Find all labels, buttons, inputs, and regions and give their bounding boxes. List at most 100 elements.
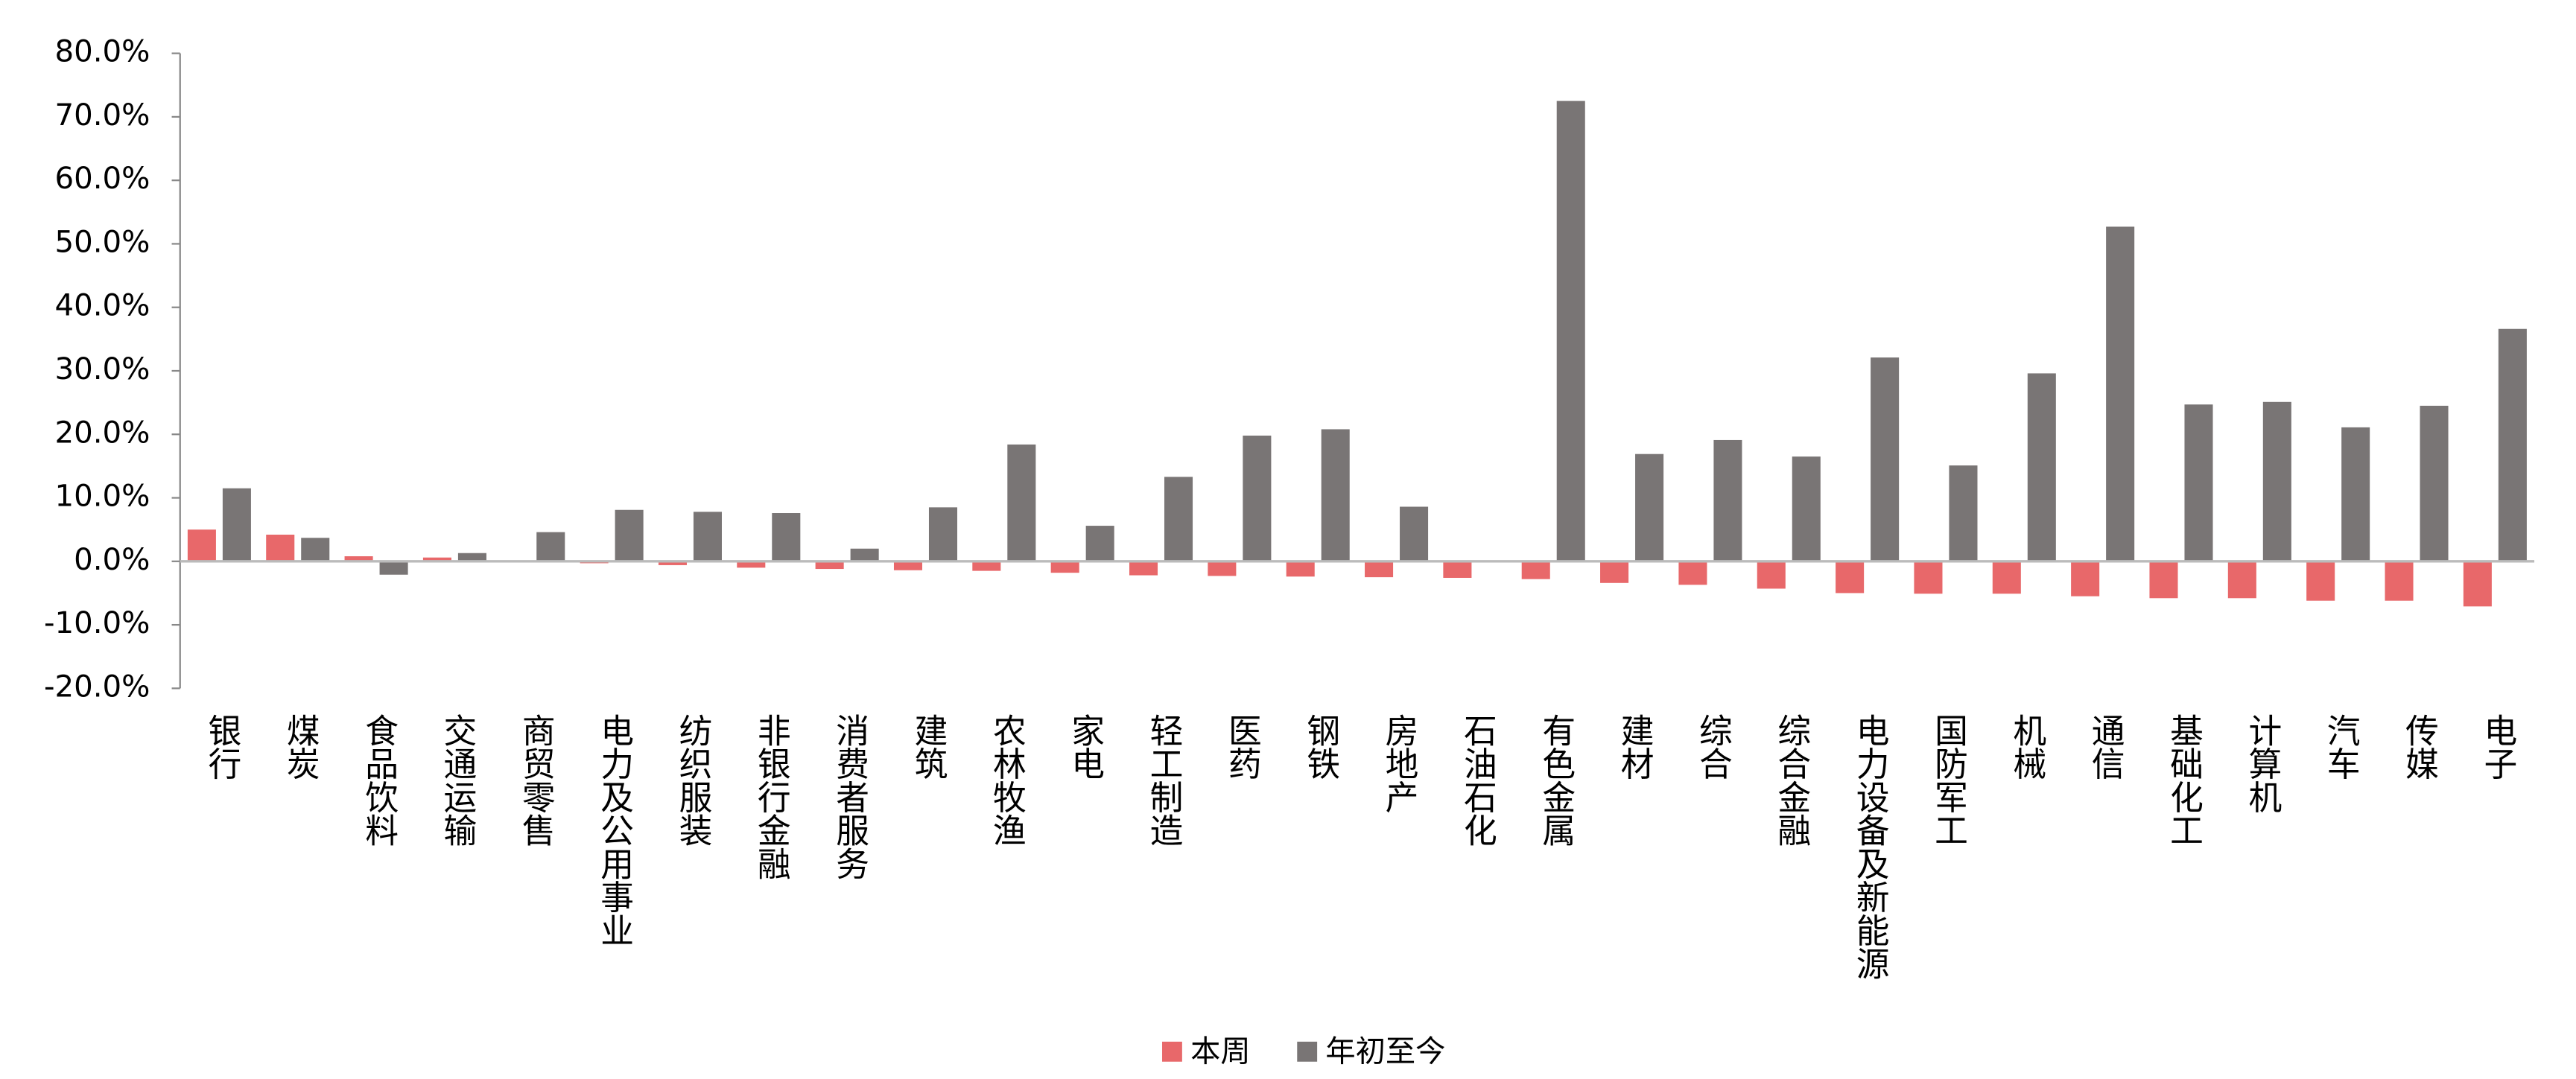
bar: [1129, 561, 1158, 576]
x-tick-label: 钢铁: [1301, 713, 1340, 780]
bar: [928, 507, 958, 561]
x-tick-label: 电子: [2478, 713, 2517, 780]
bar: [2027, 373, 2056, 561]
y-tick-label: 60.0%: [55, 162, 150, 196]
bar: [379, 561, 408, 575]
x-tick-label: 汽车: [2321, 713, 2361, 780]
y-tick-label: 0.0%: [74, 543, 150, 577]
x-tick-label: 国防军工: [1929, 713, 1968, 847]
x-tick-label: 家电: [1065, 713, 1105, 780]
x-tick-label: 石油石化: [1458, 713, 1497, 847]
bar: [1208, 561, 1237, 576]
y-tick-label: 10.0%: [55, 480, 150, 514]
y-tick-label: 50.0%: [55, 225, 150, 259]
bar: [266, 535, 295, 561]
bar: [972, 561, 1001, 571]
bar: [2227, 561, 2256, 599]
x-tick-label: 房地产: [1380, 713, 1419, 813]
x-tick-label: 银行: [202, 713, 241, 780]
bar: [187, 529, 216, 561]
bar: [615, 509, 644, 561]
x-tick-label: 纺织服装: [673, 713, 712, 847]
y-tick-label: 80.0%: [55, 35, 150, 69]
x-tick-label: 非银行金融: [752, 713, 791, 880]
bar: [693, 512, 722, 561]
x-tick-label: 食品饮料: [359, 713, 399, 847]
bar: [772, 513, 801, 561]
x-tick-label: 机械: [2007, 713, 2046, 780]
bar: [2498, 328, 2527, 561]
bar: [2071, 561, 2100, 596]
bar: [1871, 357, 1900, 561]
bar: [1556, 101, 1585, 561]
y-tick-label: 70.0%: [55, 98, 150, 133]
x-tick-label: 电力设备及新能源: [1850, 713, 1890, 980]
bar: [344, 556, 373, 561]
bar: [1443, 561, 1472, 578]
bar: [2184, 404, 2213, 561]
bar: [1949, 465, 1978, 561]
bar: [2262, 401, 2291, 561]
x-tick-label: 交通运输: [437, 713, 477, 847]
bar: [2106, 226, 2135, 561]
bar: [222, 488, 251, 561]
bar: [1836, 561, 1865, 593]
x-tick-label: 综合: [1693, 713, 1733, 780]
bar: [2385, 561, 2414, 601]
bar: [1321, 429, 1350, 561]
x-tick-label: 传媒: [2399, 713, 2439, 780]
bar: [1713, 439, 1742, 561]
bar: [850, 548, 879, 561]
bar: [1914, 561, 1943, 594]
bar: [1400, 506, 1429, 561]
bar: [1007, 444, 1036, 561]
y-tick-label: 20.0%: [55, 416, 150, 450]
legend-swatch: [1162, 1041, 1182, 1062]
x-tick-label: 消费者服务: [830, 713, 869, 880]
legend-label: 年初至今: [1325, 1035, 1445, 1069]
legend-swatch: [1297, 1041, 1318, 1062]
bar: [1521, 561, 1550, 579]
bar: [1635, 453, 1664, 561]
x-tick-label: 计算机: [2242, 713, 2282, 813]
x-tick-label: 通信: [2086, 713, 2125, 780]
x-tick-label: 建筑: [908, 713, 948, 780]
bar: [2420, 405, 2449, 561]
y-tick-label: -10.0%: [44, 606, 150, 640]
y-tick-label: 40.0%: [55, 289, 150, 323]
bar: [2149, 561, 2178, 599]
x-tick-label: 商贸零售: [516, 713, 556, 847]
x-tick-label: 有色金属: [1536, 713, 1576, 847]
x-tick-label: 轻工制造: [1144, 713, 1184, 847]
bar: [2463, 561, 2492, 607]
bar: [1286, 561, 1315, 577]
bar: [737, 561, 766, 568]
x-tick-label: 农林牧渔: [987, 713, 1027, 847]
y-tick-label: -20.0%: [44, 669, 150, 704]
bar: [1243, 435, 1272, 561]
x-tick-label: 基础化工: [2164, 713, 2204, 847]
bar: [1085, 526, 1114, 561]
x-tick-label: 煤炭: [281, 713, 320, 780]
x-tick-label: 电力及公用事业: [594, 713, 634, 946]
bar: [536, 532, 565, 561]
x-tick-label: 医药: [1222, 713, 1262, 780]
bar: [1164, 477, 1193, 561]
bar: [422, 557, 451, 561]
bar: [1992, 561, 2021, 594]
bar: [457, 553, 486, 561]
bar: [1365, 561, 1394, 578]
bar: [2306, 561, 2335, 601]
bar: [1792, 456, 1821, 561]
bar: [658, 561, 687, 565]
bar: [301, 538, 330, 561]
bar: [1050, 561, 1079, 573]
bar: [893, 561, 923, 570]
legend-label: 本周: [1190, 1035, 1251, 1069]
bar: [815, 561, 844, 570]
x-tick-label: 建材: [1615, 713, 1655, 780]
bar: [1757, 561, 1786, 589]
y-tick-label: 30.0%: [55, 352, 150, 386]
bar: [2341, 427, 2370, 561]
